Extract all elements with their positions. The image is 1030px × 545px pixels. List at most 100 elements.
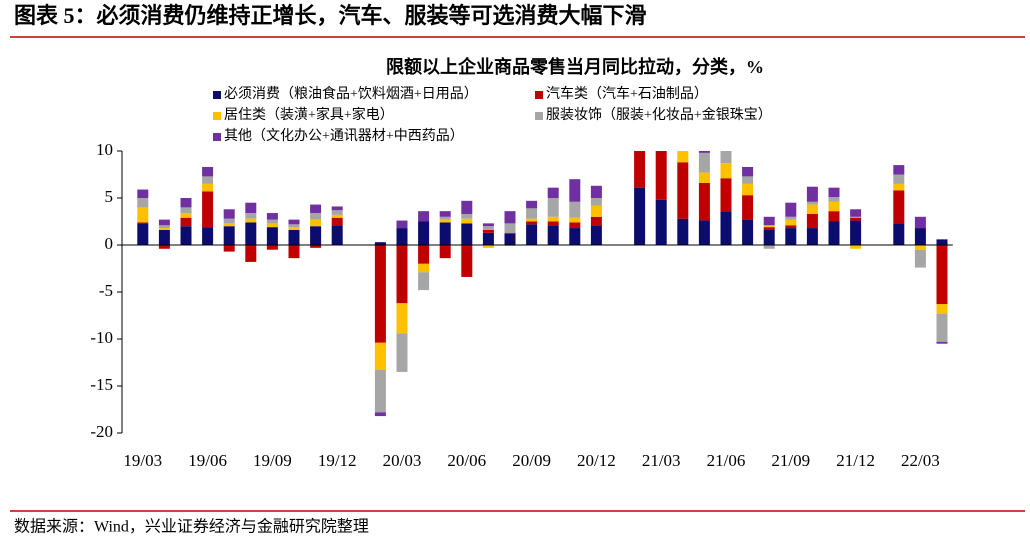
- y-tick-label: -15: [90, 375, 113, 394]
- x-tick-label: 19/12: [318, 451, 357, 470]
- bar-segment: [634, 151, 646, 188]
- bar-segment: [245, 202, 257, 214]
- bar-segment: [569, 222, 581, 229]
- x-tick-label: 21/03: [642, 451, 681, 470]
- bar-segment: [266, 227, 278, 245]
- bar-segment: [180, 198, 192, 208]
- bar-segment: [223, 245, 235, 252]
- bar-segment: [569, 217, 581, 223]
- bar-segment: [180, 207, 192, 214]
- bar-segment: [137, 198, 149, 208]
- bar-segment: [698, 172, 710, 183]
- x-tick-label: 19/09: [253, 451, 292, 470]
- bar-segment: [698, 152, 710, 173]
- bar-segment: [137, 223, 149, 245]
- bar-segment: [396, 228, 408, 245]
- bar-segment: [936, 245, 948, 305]
- bar-segment: [158, 225, 170, 229]
- bar-segment: [828, 211, 840, 222]
- bar-segment: [310, 204, 322, 214]
- bar-segment: [482, 229, 494, 233]
- x-tick-label: 20/12: [577, 451, 616, 470]
- y-tick-label: -5: [99, 281, 113, 300]
- bar-segment: [396, 245, 408, 304]
- legend-label: 居住类（装潢+家具+家电）: [224, 106, 394, 123]
- bar-segment: [180, 213, 192, 218]
- x-tick-label: 19/06: [188, 451, 227, 470]
- bar-segment: [158, 228, 170, 230]
- bar-segment: [461, 218, 473, 224]
- bar-segment: [742, 166, 754, 177]
- bar-segment: [482, 245, 494, 248]
- bar-segment: [223, 223, 235, 227]
- bar-segment: [655, 151, 667, 200]
- bar-segment: [785, 202, 797, 217]
- bar-segment: [936, 313, 948, 342]
- bar-segment: [655, 199, 667, 245]
- bar-segment: [158, 245, 170, 249]
- bar-segment: [828, 197, 840, 202]
- bar-segment: [526, 208, 538, 219]
- bar-segment: [590, 198, 602, 206]
- bar-segment: [547, 216, 559, 222]
- bar-segment: [396, 220, 408, 229]
- bar-segment: [914, 245, 926, 250]
- bar-segment: [331, 210, 343, 215]
- bar-segment: [374, 412, 386, 417]
- bar-segment: [720, 211, 732, 245]
- bar-segment: [547, 221, 559, 226]
- bar-segment: [266, 219, 278, 224]
- bar-segment: [504, 233, 516, 245]
- bar-segment: [526, 221, 538, 225]
- bar-segment: [806, 213, 818, 229]
- bar-segment: [223, 209, 235, 219]
- bar-segment: [137, 189, 149, 198]
- bar-segment: [936, 304, 948, 314]
- bar-segment: [288, 227, 300, 230]
- legend-label: 必须消费（粮油食品+饮料烟酒+日用品）: [224, 85, 478, 102]
- bar-segment: [850, 220, 862, 245]
- bar-segment: [893, 190, 905, 224]
- bar-segment: [698, 182, 710, 221]
- source-note: 数据来源：Wind，兴业证券经济与金融研究院整理: [14, 518, 369, 536]
- bar-segment: [288, 219, 300, 225]
- bar-segment: [461, 245, 473, 277]
- bar-segment: [461, 200, 473, 214]
- bar-segment: [461, 213, 473, 219]
- bar-segment: [720, 163, 732, 179]
- legend-swatch: [535, 112, 543, 120]
- bar-segment: [936, 341, 948, 344]
- bar-segment: [677, 137, 688, 148]
- bar-segment: [785, 219, 797, 226]
- bar-segment: [806, 228, 818, 245]
- y-tick-label: 10: [96, 140, 113, 159]
- bar-segment: [331, 206, 343, 211]
- legend-label: 汽车类（汽车+石油制品）: [546, 85, 708, 102]
- bar-segment: [331, 225, 343, 245]
- bar-segment: [547, 198, 559, 217]
- bar-segment: [590, 205, 602, 217]
- bar-segment: [202, 191, 214, 228]
- y-tick-label: 0: [105, 234, 114, 253]
- bar-segment: [806, 201, 818, 205]
- bar-segment: [590, 225, 602, 245]
- legend-swatch: [213, 133, 221, 141]
- bar-segment: [547, 187, 559, 198]
- bar-segment: [850, 245, 862, 249]
- x-tick-label: 20/09: [512, 451, 551, 470]
- bar-segment: [461, 223, 473, 245]
- bar-segment: [763, 229, 775, 245]
- y-tick-label: -10: [90, 328, 113, 347]
- bar-segment: [763, 227, 775, 230]
- bar-segment: [785, 228, 797, 245]
- bar-segment: [806, 204, 818, 214]
- bar-segment: [677, 131, 688, 137]
- bar-segment: [569, 201, 581, 218]
- bar-segment: [482, 226, 494, 230]
- bar-segment: [677, 151, 689, 163]
- bar-segment: [288, 229, 300, 245]
- y-tick-label: -20: [90, 422, 113, 441]
- bar-segment: [180, 226, 192, 245]
- bar-segment: [914, 249, 926, 268]
